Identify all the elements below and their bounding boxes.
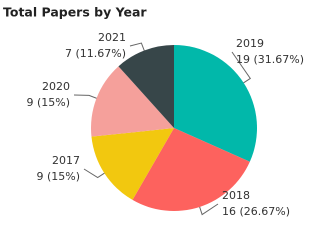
slice-value-label: 19 (31.67%)	[236, 53, 304, 66]
slice-category-label: 2017	[52, 154, 80, 167]
chart: Total Papers by Year 2019 19 (31.67%) 2018…	[3, 5, 304, 219]
slice-value-label: 7 (11.67%)	[65, 47, 126, 60]
slice-category-label: 2020	[42, 80, 70, 93]
leader-line	[231, 51, 252, 84]
slice-category-label: 2021	[98, 31, 126, 44]
pie-slice	[118, 45, 174, 128]
pie-slice	[174, 45, 257, 162]
leader-line	[73, 94, 97, 99]
slice-category-label: 2018	[222, 189, 250, 202]
pie-slice	[91, 128, 174, 200]
slice-value-label: 9 (15%)	[36, 170, 80, 183]
pie-slice	[91, 66, 174, 137]
leader-line	[83, 168, 105, 179]
slice-category-label: 2019	[236, 37, 264, 50]
pie-slice	[132, 128, 250, 212]
slice-value-label: 16 (26.67%)	[222, 205, 290, 218]
leader-line	[199, 203, 219, 216]
chart-title: Total Papers by Year	[3, 5, 147, 20]
slice-value-label: 9 (15%)	[26, 96, 70, 109]
leader-line	[129, 42, 145, 51]
